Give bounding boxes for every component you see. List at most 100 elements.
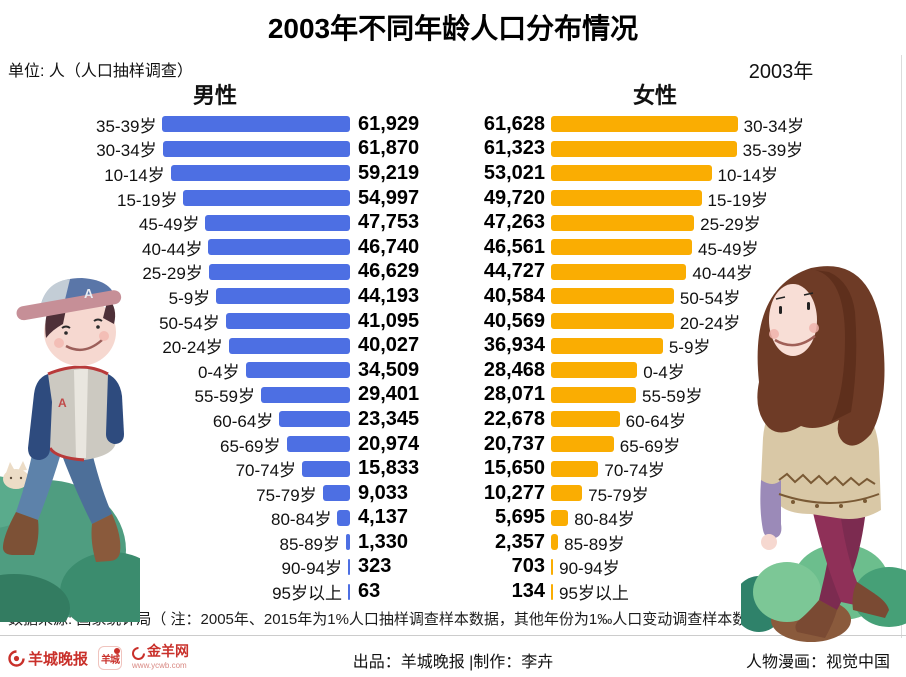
male-value: 23,345 xyxy=(358,407,420,430)
female-bar xyxy=(551,386,636,403)
male-half: 90-94岁 xyxy=(0,554,350,579)
female-value: 36,934 xyxy=(483,334,545,357)
female-bar xyxy=(551,411,620,428)
svg-text:A: A xyxy=(84,286,94,301)
pyramid-row: 95岁以上 63 134 95岁以上 xyxy=(0,579,906,604)
female-bar xyxy=(551,263,687,280)
pyramid-row: 50-54岁 41,095 40,569 20-24岁 xyxy=(0,309,906,334)
male-bar xyxy=(205,214,350,231)
male-half: 65-69岁 xyxy=(0,432,350,457)
female-half: 55-59岁 xyxy=(551,382,702,407)
female-age-label: 90-94岁 xyxy=(559,559,620,579)
female-bar xyxy=(551,214,695,231)
female-age-label: 95岁以上 xyxy=(559,584,629,604)
male-bar xyxy=(245,362,350,379)
female-age-label: 45-49岁 xyxy=(697,239,759,259)
male-value: 4,137 xyxy=(358,506,409,529)
male-age-label: 10-14岁 xyxy=(104,165,165,185)
data-source-note: 数据来源: 国家统计局（ 注：2005年、2015年为1%人口抽样调查样本数据，… xyxy=(8,611,778,628)
female-value: 40,569 xyxy=(483,309,545,332)
female-bar xyxy=(551,509,569,526)
pyramid-row: 65-69岁 20,974 20,737 65-69岁 xyxy=(0,432,906,457)
female-age-label: 25-29岁 xyxy=(700,215,761,235)
male-bar xyxy=(208,239,350,256)
female-value: 20,737 xyxy=(483,432,545,455)
female-age-label: 50-54岁 xyxy=(679,288,741,308)
male-age-label: 95岁以上 xyxy=(272,584,342,604)
female-half: 25-29岁 xyxy=(551,210,761,235)
male-half: 70-74岁 xyxy=(0,456,350,481)
male-bar xyxy=(183,190,350,207)
male-bar xyxy=(216,288,350,305)
female-age-label: 70-74岁 xyxy=(604,461,665,481)
male-age-label: 65-69岁 xyxy=(220,436,281,456)
female-bar xyxy=(551,460,599,477)
male-bar xyxy=(228,337,350,354)
female-value: 15,650 xyxy=(483,457,545,480)
female-value: 46,561 xyxy=(483,235,545,258)
pyramid-row: 55-59岁 29,401 28,071 55-59岁 xyxy=(0,383,906,408)
female-age-label: 55-59岁 xyxy=(641,387,703,407)
male-bar xyxy=(302,460,350,477)
pyramid-row: 35-39岁 61,929 61,628 30-34岁 xyxy=(0,112,906,137)
female-age-label: 80-84岁 xyxy=(574,510,635,530)
female-half: 20-24岁 xyxy=(551,309,740,334)
male-bar xyxy=(337,509,350,526)
female-half: 95岁以上 xyxy=(551,579,629,604)
male-bar xyxy=(208,263,350,280)
female-age-label: 40-44岁 xyxy=(692,264,753,284)
male-age-label: 20-24岁 xyxy=(162,338,223,358)
male-half: 20-24岁 xyxy=(0,333,350,358)
female-half: 85-89岁 xyxy=(551,530,625,555)
male-bar xyxy=(348,558,350,575)
female-half: 60-64岁 xyxy=(551,407,686,432)
female-age-label: 15-19岁 xyxy=(707,190,769,210)
pyramid-row: 25-29岁 46,629 44,727 40-44岁 xyxy=(0,260,906,285)
male-age-label: 0-4岁 xyxy=(197,362,240,382)
female-half: 5-9岁 xyxy=(551,333,710,358)
pyramid-row: 70-74岁 15,833 15,650 70-74岁 xyxy=(0,456,906,481)
male-half: 50-54岁 xyxy=(0,309,350,334)
male-half: 5-9岁 xyxy=(0,284,350,309)
female-half: 70-74岁 xyxy=(551,456,665,481)
male-value: 9,033 xyxy=(358,481,409,504)
ycwb-web-logo: 金羊网 www.ycwb.com xyxy=(132,646,189,670)
male-age-label: 5-9岁 xyxy=(168,288,211,308)
app-logo-text: 羊城 xyxy=(101,654,120,666)
female-value: 40,584 xyxy=(483,284,545,307)
female-half: 30-34岁 xyxy=(551,112,804,137)
male-half: 45-49岁 xyxy=(0,210,350,235)
male-value: 40,027 xyxy=(358,334,420,357)
male-half: 85-89岁 xyxy=(0,530,350,555)
female-bar xyxy=(551,362,638,379)
male-value: 29,401 xyxy=(358,383,420,406)
female-bar xyxy=(551,239,692,256)
female-bar xyxy=(551,558,554,575)
male-half: 0-4岁 xyxy=(0,358,350,383)
female-bar xyxy=(551,583,553,600)
female-value: 61,628 xyxy=(483,112,545,135)
male-value: 61,929 xyxy=(358,112,420,135)
female-age-label: 10-14岁 xyxy=(717,165,779,185)
male-age-label: 55-59岁 xyxy=(194,387,255,407)
male-value: 59,219 xyxy=(358,161,420,184)
male-bar xyxy=(162,140,350,157)
male-bar xyxy=(225,313,350,330)
male-illustration: A A xyxy=(0,278,140,622)
male-bar xyxy=(260,386,350,403)
female-half: 65-69岁 xyxy=(551,432,680,457)
male-value: 1,330 xyxy=(358,530,409,553)
female-half: 40-44岁 xyxy=(551,259,753,284)
male-value: 61,870 xyxy=(358,137,420,160)
pyramid-row: 80-84岁 4,137 5,695 80-84岁 xyxy=(0,506,906,531)
yangcheng-app-icon: 羊城 xyxy=(98,646,123,670)
pyramid-row: 45-49岁 47,753 47,263 25-29岁 xyxy=(0,210,906,235)
male-bar xyxy=(279,411,350,428)
male-value: 15,833 xyxy=(358,457,420,480)
swirl-icon xyxy=(132,646,146,660)
female-half: 35-39岁 xyxy=(551,136,803,161)
male-age-label: 50-54岁 xyxy=(159,313,220,333)
female-value: 28,468 xyxy=(483,358,545,381)
female-value: 47,263 xyxy=(483,211,545,234)
female-value: 10,277 xyxy=(483,481,545,504)
